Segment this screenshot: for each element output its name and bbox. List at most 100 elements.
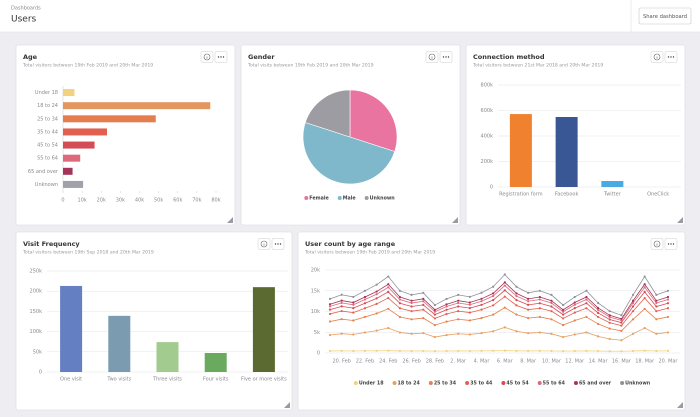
legend-label[interactable]: 25 to 34	[434, 381, 457, 387]
data-point[interactable]	[480, 291, 483, 294]
legend-label[interactable]: 55 to 64	[543, 381, 566, 387]
data-point[interactable]	[503, 281, 506, 284]
bar[interactable]	[63, 167, 73, 175]
menu-dot[interactable]	[667, 243, 670, 245]
data-point[interactable]	[468, 333, 471, 336]
data-point[interactable]	[620, 324, 623, 327]
info-icon[interactable]	[203, 53, 211, 61]
data-point[interactable]	[538, 331, 541, 334]
data-point[interactable]	[608, 350, 611, 353]
data-point[interactable]	[468, 319, 471, 322]
data-point[interactable]	[480, 349, 483, 352]
resize-handle[interactable]	[227, 217, 233, 223]
data-point[interactable]	[387, 286, 390, 289]
menu-dot[interactable]	[670, 243, 672, 245]
data-point[interactable]	[398, 298, 402, 301]
data-point[interactable]	[596, 335, 600, 338]
legend-label[interactable]: 18 to 24	[398, 381, 421, 387]
data-point[interactable]	[666, 295, 670, 299]
data-point[interactable]	[585, 302, 588, 305]
legend-label[interactable]: Unknown	[625, 381, 651, 387]
data-point[interactable]	[596, 322, 600, 326]
data-point[interactable]	[596, 315, 600, 319]
legend-label[interactable]: 45 to 54	[506, 381, 529, 387]
data-point[interactable]	[655, 293, 658, 296]
data-point[interactable]	[620, 350, 623, 353]
data-point[interactable]	[363, 307, 367, 310]
data-point[interactable]	[398, 289, 402, 292]
data-point[interactable]	[433, 324, 436, 327]
data-point[interactable]	[445, 297, 448, 301]
legend-swatch[interactable]	[620, 381, 625, 385]
data-point[interactable]	[387, 349, 390, 352]
data-point[interactable]	[596, 301, 600, 305]
data-point[interactable]	[585, 298, 588, 301]
data-point[interactable]	[468, 349, 471, 353]
data-point[interactable]	[387, 307, 390, 310]
data-point[interactable]	[666, 307, 670, 310]
data-point[interactable]	[503, 295, 506, 298]
data-point[interactable]	[422, 303, 425, 306]
data-point[interactable]	[422, 297, 425, 300]
data-point[interactable]	[410, 310, 413, 313]
data-point[interactable]	[375, 293, 378, 296]
data-point[interactable]	[445, 303, 448, 306]
data-point[interactable]	[631, 310, 635, 313]
legend-swatch[interactable]	[304, 196, 309, 200]
legend-label[interactable]: Female	[309, 196, 329, 202]
menu-dot[interactable]	[274, 243, 277, 245]
data-point[interactable]	[387, 290, 390, 294]
legend-swatch[interactable]	[537, 381, 542, 385]
data-point[interactable]	[375, 297, 378, 300]
data-point[interactable]	[352, 301, 355, 304]
menu-dot[interactable]	[277, 243, 279, 245]
pie-slice[interactable]	[349, 89, 398, 152]
data-point[interactable]	[445, 320, 448, 323]
data-point[interactable]	[398, 315, 402, 319]
data-point[interactable]	[398, 331, 402, 334]
resize-handle[interactable]	[284, 402, 290, 408]
data-point[interactable]	[422, 300, 425, 303]
legend-swatch[interactable]	[465, 381, 470, 385]
data-point[interactable]	[631, 349, 635, 353]
share-button-label[interactable]: Share dashboard	[643, 14, 687, 20]
menu-dot[interactable]	[667, 56, 670, 58]
data-point[interactable]	[573, 333, 576, 336]
info-icon[interactable]	[653, 53, 661, 61]
data-point[interactable]	[550, 318, 553, 321]
legend-swatch[interactable]	[573, 381, 578, 385]
data-point[interactable]	[410, 305, 413, 308]
data-point[interactable]	[585, 289, 588, 292]
data-point[interactable]	[433, 308, 436, 311]
bar[interactable]	[252, 287, 275, 372]
data-point[interactable]	[562, 350, 565, 353]
bar[interactable]	[555, 117, 578, 187]
data-point[interactable]	[492, 298, 495, 302]
data-point[interactable]	[631, 332, 635, 335]
data-point[interactable]	[573, 319, 576, 322]
data-point[interactable]	[363, 298, 367, 301]
bar[interactable]	[108, 315, 131, 372]
data-point[interactable]	[515, 285, 518, 288]
data-point[interactable]	[480, 300, 483, 303]
data-point[interactable]	[503, 273, 506, 276]
data-point[interactable]	[550, 332, 553, 335]
data-point[interactable]	[573, 349, 576, 353]
legend-swatch[interactable]	[501, 381, 506, 385]
data-point[interactable]	[445, 333, 448, 337]
info-icon[interactable]	[428, 53, 436, 61]
data-point[interactable]	[410, 349, 413, 353]
data-point[interactable]	[527, 291, 530, 294]
data-point[interactable]	[492, 292, 495, 295]
data-point[interactable]	[655, 301, 658, 305]
data-point[interactable]	[340, 318, 343, 321]
data-point[interactable]	[527, 303, 530, 306]
data-point[interactable]	[527, 316, 530, 320]
data-point[interactable]	[503, 284, 506, 287]
resize-handle[interactable]	[452, 217, 458, 223]
data-point[interactable]	[515, 330, 518, 333]
data-point[interactable]	[328, 303, 332, 306]
data-point[interactable]	[608, 318, 611, 321]
data-point[interactable]	[562, 335, 565, 339]
data-point[interactable]	[363, 349, 367, 352]
